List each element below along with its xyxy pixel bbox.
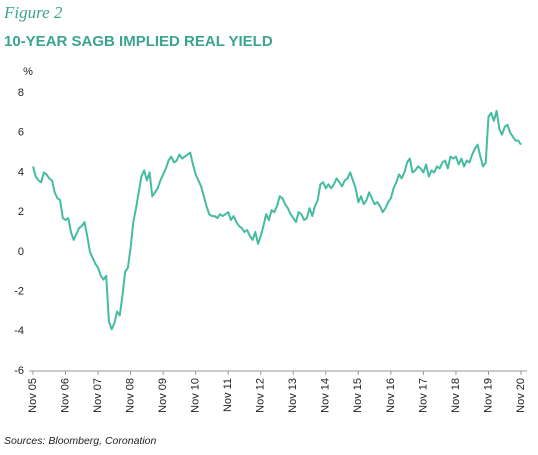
y-tick-label: 2 [18,206,24,218]
y-tick-label: -4 [14,325,24,337]
x-tick-label: Nov 14 [320,378,332,413]
y-tick-label: -6 [14,365,24,377]
y-tick-label: -2 [14,285,24,297]
x-tick-label: Nov 13 [287,378,299,413]
y-axis-label: % [23,66,33,78]
y-tick-label: 8 [18,87,24,99]
x-tick-label: Nov 11 [222,378,234,412]
y-tick-label: 4 [18,166,24,178]
x-tick-label: Nov 10 [190,378,202,413]
source-note: Sources: Bloomberg, Coronation [4,435,156,447]
x-tick-label: Nov 09 [157,378,169,413]
x-tick-label: Nov 08 [125,378,137,413]
x-tick-label: Nov 19 [482,378,494,413]
x-tick-label: Nov 18 [450,378,462,413]
x-tick-label: Nov 15 [352,378,364,413]
x-tick-label: Nov 17 [417,378,429,413]
x-tick-label: Nov 20 [515,378,527,413]
x-tick-label: Nov 07 [92,378,104,413]
x-tick-label: Nov 12 [255,378,267,413]
x-tick-label: Nov 06 [59,378,71,413]
figure-label: Figure 2 [3,3,63,22]
x-tick-label: Nov 05 [27,378,39,413]
x-tick-label: Nov 16 [385,378,397,413]
chart-title: 10-YEAR SAGB IMPLIED REAL YIELD [4,33,273,50]
y-tick-label: 6 [18,127,24,139]
data-line [32,109,522,331]
y-tick-label: 0 [18,246,24,258]
